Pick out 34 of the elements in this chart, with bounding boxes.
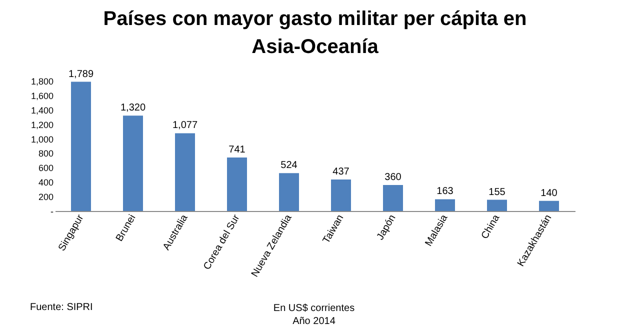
y-tick-label: 1,400 [30,105,54,116]
y-tick-label: 1,200 [30,120,54,130]
y-tick-label: 1,000 [30,134,54,144]
bar [435,199,455,211]
data-label: 437 [332,166,350,178]
data-label: 140 [540,188,558,199]
data-label: 155 [488,186,506,198]
bar [279,173,299,211]
y-tick-label: 1,800 [30,76,54,86]
y-tick-label: - [50,206,54,216]
text: Año 2014 [292,316,336,327]
data-label: 1,789 [68,68,94,80]
bar [123,116,143,211]
y-tick-label: 400 [38,178,54,188]
bar [71,82,91,211]
data-label: 1,077 [172,120,198,132]
data-label: 163 [436,186,454,198]
y-tick-label: 1,600 [30,90,54,101]
bar [487,200,507,211]
bar [383,185,403,211]
bar [175,133,195,211]
y-tick-label: 600 [38,163,54,174]
data-label: 360 [384,172,402,183]
text: En US$ corrientes [273,303,355,314]
bar [227,157,247,211]
bar [539,200,559,211]
y-tick-label: 200 [38,192,54,202]
y-tick-label: 800 [38,148,54,159]
data-label: 1,320 [120,102,146,114]
chart-title: Países con mayor gasto militar per cápita en Asia-Oceanía [103,8,527,58]
source-note: Fuente: SIPRI [30,302,93,313]
data-label: 741 [228,144,246,156]
data-label: 524 [280,160,298,172]
bar [331,179,351,211]
